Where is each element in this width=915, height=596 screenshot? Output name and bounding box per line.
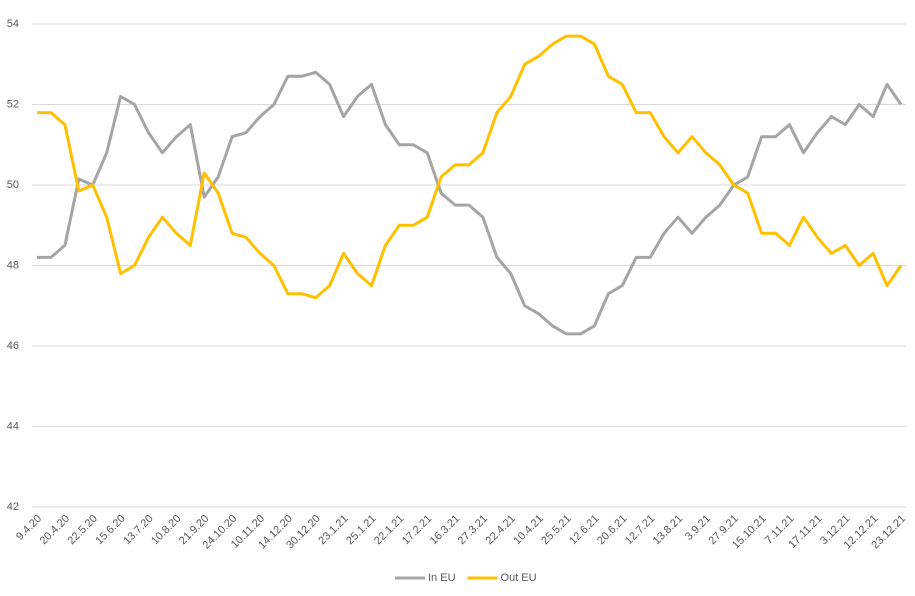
y-tick-label: 44	[7, 420, 19, 432]
x-tick-label: 16.3.21	[428, 513, 462, 547]
x-tick-label: 20.6.21	[595, 513, 629, 547]
legend-label: In EU	[428, 572, 456, 584]
x-tick-label: 10.4.21	[511, 513, 545, 547]
y-tick-label: 42	[7, 501, 19, 513]
x-tick-label: 17.2.21	[400, 513, 434, 547]
x-tick-label: 15.6.20	[93, 513, 127, 547]
x-tick-label: 13.7.20	[121, 513, 155, 547]
series-line	[37, 70, 903, 336]
legend-label: Out EU	[501, 572, 537, 584]
y-tick-label: 46	[7, 340, 19, 352]
y-tick-label: 54	[7, 18, 19, 30]
x-tick-label: 20.4.20	[38, 513, 72, 547]
series-line	[37, 34, 903, 300]
x-tick-label: 25.1.21	[344, 513, 378, 547]
x-tick-label: 22.1.21	[372, 513, 406, 547]
x-tick-label: 13.8.21	[651, 513, 685, 547]
y-tick-label: 52	[7, 98, 19, 110]
x-tick-label: 12.6.21	[567, 513, 601, 547]
x-tick-label: 12.7.21	[623, 513, 657, 547]
x-tick-label: 25.5.21	[539, 513, 573, 547]
x-tick-label: 22.4.21	[484, 513, 518, 547]
x-tick-label: 10.8.20	[149, 513, 183, 547]
y-tick-label: 50	[7, 179, 19, 191]
x-tick-label: 27.3.21	[456, 513, 490, 547]
x-tick-label: 23.1.21	[316, 513, 350, 547]
x-tick-label: 22.5.20	[65, 513, 99, 547]
y-tick-label: 48	[7, 259, 19, 271]
